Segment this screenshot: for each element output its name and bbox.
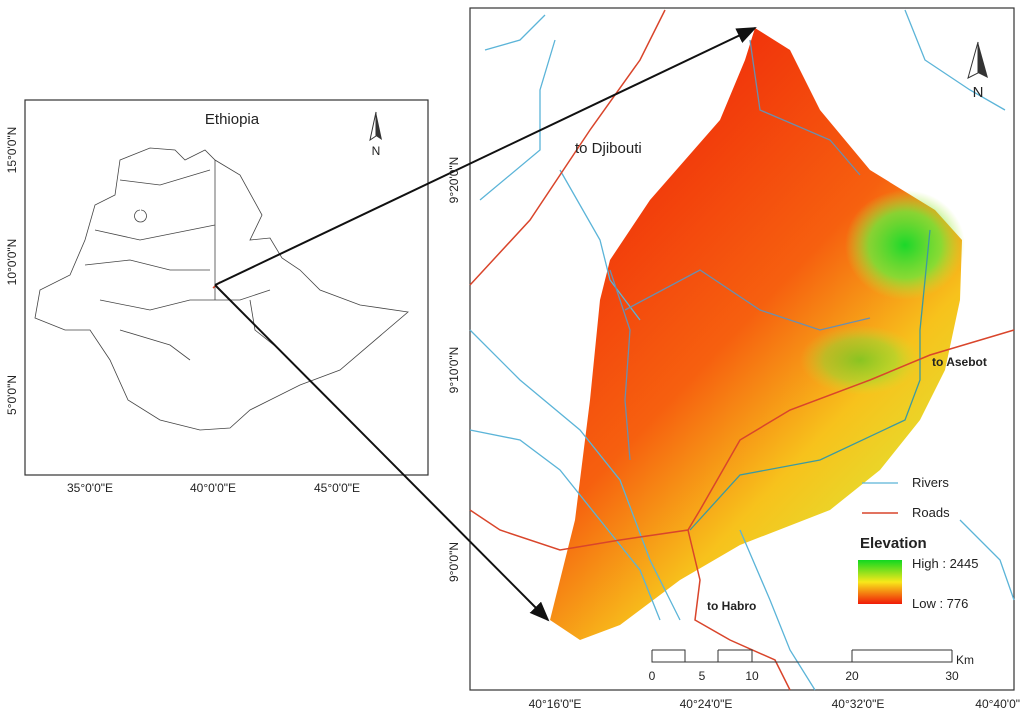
highland xyxy=(845,190,965,300)
rivers xyxy=(469,9,1015,691)
inset-frame xyxy=(24,99,429,476)
x-label: 40°32'0"E xyxy=(832,697,885,711)
x-label: 40°40'0" xyxy=(975,697,1020,711)
x-label: 40°24'0"E xyxy=(680,697,733,711)
x-label: 40°16'0"E xyxy=(529,697,582,711)
legend-label: High : 2445 xyxy=(912,556,979,571)
scale-unit: Km xyxy=(956,653,974,667)
y-label: 9°20'0"N xyxy=(447,157,461,204)
main-frame xyxy=(469,7,1015,691)
roads xyxy=(469,9,1015,691)
legend-label: Rivers xyxy=(912,475,949,490)
legend-title: Elevation xyxy=(860,535,927,552)
scale-label: 0 xyxy=(649,669,656,683)
legend-label: Low : 776 xyxy=(912,596,968,611)
place-label: to Asebot xyxy=(932,355,987,369)
legend-ramp xyxy=(858,560,902,604)
scale-label: 5 xyxy=(699,669,706,683)
region-lines xyxy=(84,160,281,361)
country-outline xyxy=(34,147,409,431)
main-map: to Djibouti to Asebot to Habro N 9°20'0"… xyxy=(214,7,1020,711)
scale-label: 30 xyxy=(945,669,959,683)
y-label: 9°10'0"N xyxy=(447,347,461,394)
north-arrow-half xyxy=(376,112,382,140)
pointer-arrow xyxy=(214,27,757,286)
place-label: to Djibouti xyxy=(575,140,642,157)
x-label: 45°0'0"E xyxy=(314,481,360,495)
place-label: to Habro xyxy=(707,599,756,613)
scale-label: 10 xyxy=(745,669,759,683)
y-label: 15°0'0"N xyxy=(5,127,19,174)
inset-title: Ethiopia xyxy=(205,111,260,128)
y-label: 9°0'0"N xyxy=(447,542,461,582)
elevation-surface xyxy=(550,28,962,640)
north-label: N xyxy=(372,144,381,158)
x-label: 40°0'0"E xyxy=(190,481,236,495)
north-arrow xyxy=(369,111,377,142)
inset-map: Ethiopia N 15°0'0"N 10°0'0"N 5°0'0"N 35°… xyxy=(5,99,429,495)
north-arrow-half xyxy=(978,42,988,78)
scale-bar xyxy=(651,649,953,663)
highland xyxy=(800,325,920,395)
pointer-arrow xyxy=(214,284,550,622)
north-label: N xyxy=(973,84,984,101)
scale-label: 20 xyxy=(845,669,859,683)
y-label: 10°0'0"N xyxy=(5,239,19,286)
x-label: 35°0'0"E xyxy=(67,481,113,495)
legend-label: Roads xyxy=(912,505,950,520)
north-arrow xyxy=(967,41,979,79)
y-label: 5°0'0"N xyxy=(5,375,19,415)
